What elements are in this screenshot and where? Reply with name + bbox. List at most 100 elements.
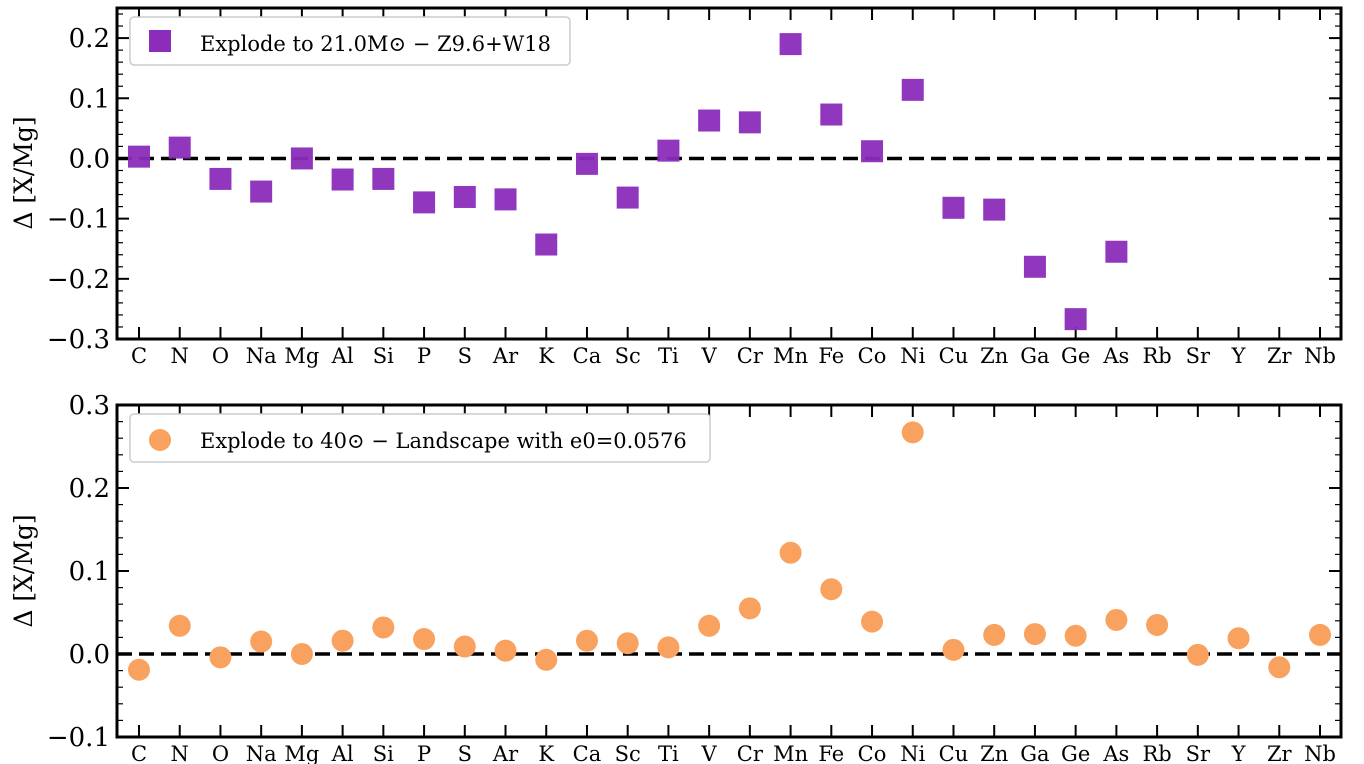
bottom-panel-markers [128,421,1331,681]
data-point-Mg [290,147,313,170]
data-point-N [168,136,191,159]
bottom-panel: −0.1 0.0 0.1 0.2 0.3 C N O Na Mg Al Si P S Ar K Ca Sc Ti V… [9,391,1343,764]
top-panel-markers [128,33,1128,331]
bottom-panel-legend-label: Explode to 40⊙ − Landscape with e0=0.057… [200,429,687,453]
x-tick-label-N: N [171,344,189,368]
x-tick-label-Si: Si [373,742,394,764]
x-tick-label-Fe: Fe [818,742,844,764]
data-point-P [413,628,436,651]
x-tick-label-Sc: Sc [615,344,641,368]
data-point-Co [861,140,884,163]
x-tick-label-Fe: Fe [818,344,844,368]
data-point-Na [250,630,273,653]
x-tick-label-Ga: Ga [1020,742,1049,764]
data-point-Ge [1064,624,1087,647]
top-panel-legend-box [129,16,571,66]
x-tick-label-Ga: Ga [1020,344,1049,368]
data-point-Cr [738,111,761,134]
x-tick-label-Ca: Ca [573,344,602,368]
x-tick-label-O: O [212,742,229,764]
x-tick-label-C: C [131,344,147,368]
x-tick-label-K: K [538,344,554,368]
x-tick-label-As: As [1102,742,1129,764]
x-tick-label-Ti: Ti [658,344,679,368]
data-point-Zn [983,198,1006,221]
x-tick-label-Zr: Zr [1267,344,1293,368]
bottom-panel-frame [115,403,1343,739]
x-tick-label-Mn: Mn [773,742,808,764]
y-tick-label: 0.0 [69,640,110,670]
data-point-Sc [616,186,639,209]
legend-circle-marker [149,429,171,451]
x-tick-label-Rb: Rb [1142,344,1171,368]
y-tick-label: −0.1 [47,205,110,235]
data-point-Sc [616,632,639,655]
data-point-Mg [290,643,313,665]
bottom-panel-legend-marker [149,429,171,451]
y-tick-label: 0.1 [69,84,110,114]
data-point-Fe [820,578,843,601]
data-point-Cu [942,638,965,661]
data-point-Ga [1023,623,1046,646]
data-point-V [698,109,721,132]
x-tick-label-C: C [131,742,147,764]
x-tick-label-Sr: Sr [1186,742,1211,764]
data-point-Al [331,168,354,191]
x-tick-label-Cu: Cu [939,742,969,764]
top-panel-frame [115,6,1343,341]
data-point-Cr [738,597,761,620]
data-point-Fe [820,103,843,126]
data-point-Zn [983,623,1006,646]
x-tick-label-Mg: Mg [284,742,319,764]
top-panel-y-tick-labels: −0.3 −0.2 −0.1 0.0 0.1 0.2 [47,24,110,355]
data-point-N [168,614,191,637]
data-point-Ti [657,636,680,659]
x-tick-label-Cr: Cr [737,742,764,764]
x-tick-label-Al: Al [331,344,354,368]
y-tick-label: 0.2 [69,474,110,504]
x-tick-label-Nb: Nb [1304,344,1336,368]
y-tick-label: 0.2 [69,24,110,54]
x-tick-label-Ni: Ni [900,742,925,764]
data-point-Ca [575,152,598,175]
data-point-Co [861,610,884,633]
y-tick-label: 0.1 [69,557,110,587]
data-point-Mn [779,541,802,564]
data-point-Ga [1023,255,1046,278]
top-panel-legend-marker [149,30,171,52]
x-tick-label-Zr: Zr [1267,742,1293,764]
x-tick-label-K: K [538,742,554,764]
x-tick-label-Mg: Mg [284,344,319,368]
data-point-Nb [1309,623,1331,646]
top-panel-legend: Explode to 21.0M⊙ − Z9.6+W18 [129,16,571,66]
x-tick-label-P: P [417,742,431,764]
data-point-O [209,646,232,669]
legend-square-marker [149,30,171,52]
x-tick-label-Na: Na [246,344,277,368]
data-point-Si [372,167,395,190]
x-tick-label-Nb: Nb [1304,742,1336,764]
y-tick-label: 0.3 [69,391,110,421]
x-tick-label-Ar: Ar [492,742,519,764]
data-point-Y [1227,627,1250,650]
x-tick-label-Cr: Cr [737,344,764,368]
data-point-V [698,614,721,637]
x-tick-label-Sr: Sr [1186,344,1211,368]
x-tick-label-Y: Y [1231,742,1247,764]
x-tick-label-P: P [417,344,431,368]
top-panel-y-axis-label: Δ [X/Mg] [9,116,38,229]
bottom-panel-legend-box [129,413,711,463]
data-point-O [209,167,232,190]
data-point-Si [372,616,395,639]
x-tick-label-Cu: Cu [939,344,969,368]
x-tick-label-Ge: Ge [1061,742,1090,764]
data-point-Ti [657,139,680,162]
bottom-panel-y-axis-label: Δ [X/Mg] [9,514,38,627]
x-tick-label-Si: Si [373,344,394,368]
data-point-S [453,635,476,658]
top-panel-legend-label: Explode to 21.0M⊙ − Z9.6+W18 [200,32,551,56]
x-tick-label-Ar: Ar [492,344,519,368]
data-point-Zr [1268,656,1291,679]
data-point-Al [331,629,354,652]
